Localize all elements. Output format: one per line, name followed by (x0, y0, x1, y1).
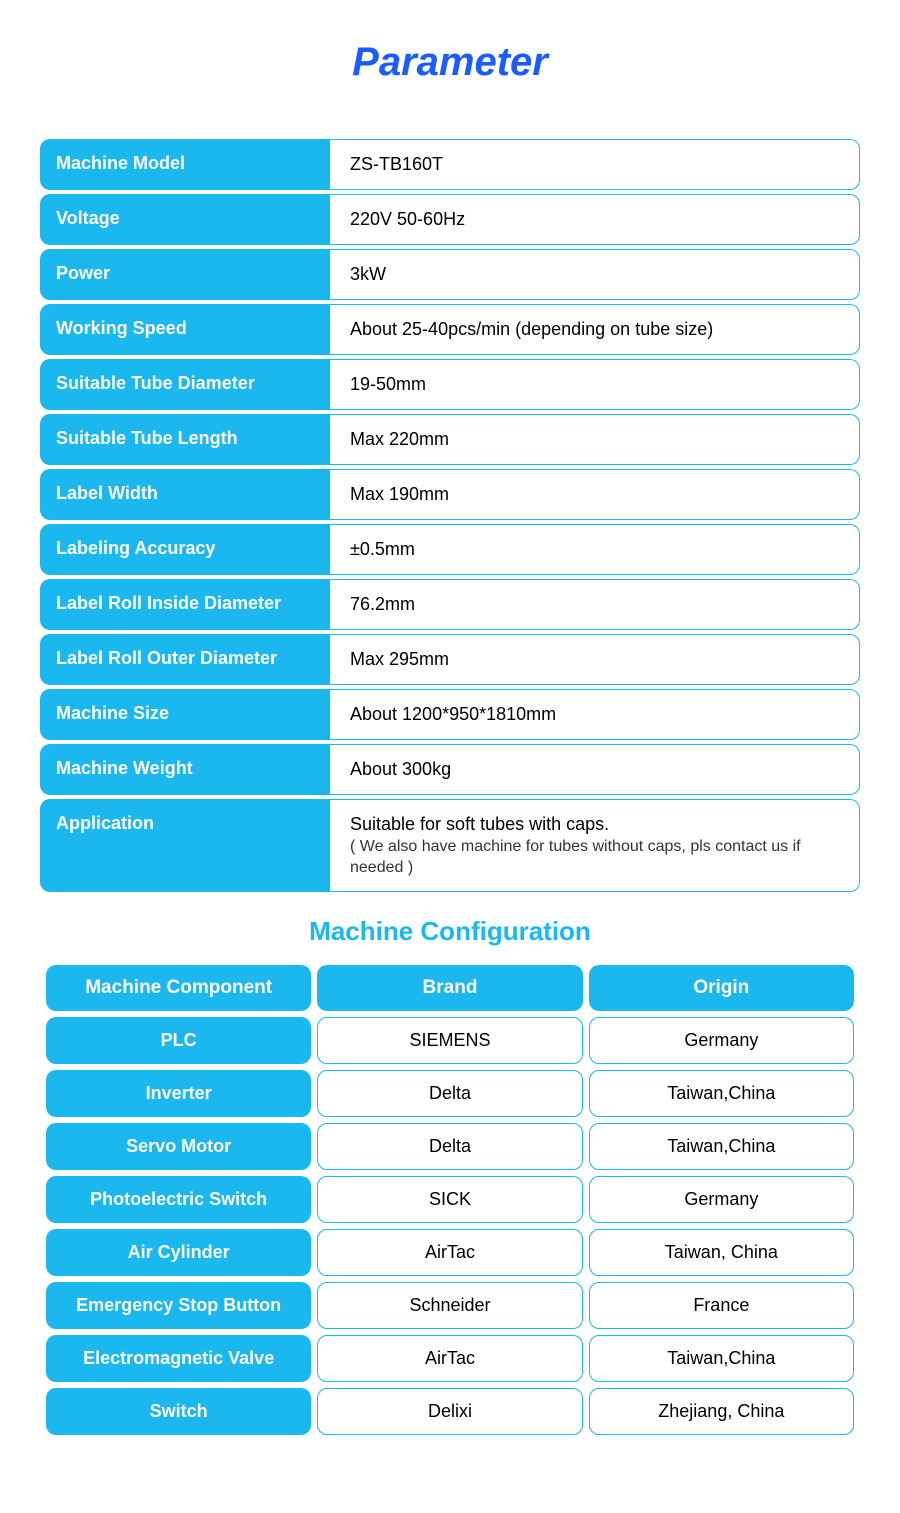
parameter-value-text: About 300kg (350, 759, 451, 779)
parameter-value: About 1200*950*1810mm (330, 689, 860, 740)
config-brand: AirTac (317, 1229, 582, 1276)
config-brand: Delta (317, 1123, 582, 1170)
config-origin: Zhejiang, China (589, 1388, 854, 1435)
parameter-row: Machine Model ZS-TB160T (40, 139, 860, 190)
config-origin: France (589, 1282, 854, 1329)
parameter-label: Suitable Tube Length (40, 414, 330, 465)
config-component: Emergency Stop Button (46, 1282, 311, 1329)
parameter-value: About 300kg (330, 744, 860, 795)
config-brand: Delta (317, 1070, 582, 1117)
config-header-origin: Origin (589, 965, 854, 1011)
config-component: Inverter (46, 1070, 311, 1117)
config-component: Photoelectric Switch (46, 1176, 311, 1223)
parameter-value-text: Suitable for soft tubes with caps. (350, 814, 609, 834)
config-origin: Taiwan,China (589, 1070, 854, 1117)
parameter-value: Suitable for soft tubes with caps. ( We a… (330, 799, 860, 892)
parameter-row: Power 3kW (40, 249, 860, 300)
parameter-label: Label Roll Outer Diameter (40, 634, 330, 685)
parameter-value: 220V 50-60Hz (330, 194, 860, 245)
config-header-brand: Brand (317, 965, 582, 1011)
parameter-value: ±0.5mm (330, 524, 860, 575)
parameter-value: 76.2mm (330, 579, 860, 630)
config-row: InverterDeltaTaiwan,China (46, 1070, 854, 1117)
config-row: Emergency Stop ButtonSchneiderFrance (46, 1282, 854, 1329)
config-row: Air CylinderAirTacTaiwan, China (46, 1229, 854, 1276)
parameter-row: Suitable Tube Length Max 220mm (40, 414, 860, 465)
config-table-body: PLCSIEMENSGermanyInverterDeltaTaiwan,Chi… (46, 1017, 854, 1435)
parameter-value: ZS-TB160T (330, 139, 860, 190)
parameter-value: Max 220mm (330, 414, 860, 465)
parameter-value: 19-50mm (330, 359, 860, 410)
config-component: Air Cylinder (46, 1229, 311, 1276)
parameter-label: Label Roll Inside Diameter (40, 579, 330, 630)
config-title: Machine Configuration (40, 916, 860, 947)
parameter-value-text: 3kW (350, 264, 386, 284)
parameter-value: Max 295mm (330, 634, 860, 685)
parameter-value: About 25-40pcs/min (depending on tube si… (330, 304, 860, 355)
parameter-value-sub: ( We also have machine for tubes without… (350, 838, 801, 876)
config-component: PLC (46, 1017, 311, 1064)
config-component: Switch (46, 1388, 311, 1435)
parameter-value-text: About 1200*950*1810mm (350, 704, 556, 724)
parameter-value-text: Max 220mm (350, 429, 449, 449)
parameter-row: Machine Weight About 300kg (40, 744, 860, 795)
parameter-label: Machine Size (40, 689, 330, 740)
parameter-value: 3kW (330, 249, 860, 300)
parameter-value-text: 19-50mm (350, 374, 426, 394)
config-row: SwitchDelixiZhejiang, China (46, 1388, 854, 1435)
config-table: Machine Component Brand Origin PLCSIEMEN… (40, 959, 860, 1441)
config-row: Photoelectric SwitchSICKGermany (46, 1176, 854, 1223)
config-header-component: Machine Component (46, 965, 311, 1011)
page-title: Parameter (40, 40, 860, 85)
config-origin: Germany (589, 1176, 854, 1223)
config-header-row: Machine Component Brand Origin (46, 965, 854, 1011)
config-brand: Delixi (317, 1388, 582, 1435)
parameter-label: Working Speed (40, 304, 330, 355)
parameter-row: Machine Size About 1200*950*1810mm (40, 689, 860, 740)
config-origin: Taiwan,China (589, 1123, 854, 1170)
config-origin: Taiwan, China (589, 1229, 854, 1276)
config-component: Servo Motor (46, 1123, 311, 1170)
parameter-value-text: About 25-40pcs/min (depending on tube si… (350, 319, 713, 339)
parameter-label: Suitable Tube Diameter (40, 359, 330, 410)
parameter-label: Power (40, 249, 330, 300)
parameter-label: Application (40, 799, 330, 892)
config-origin: Taiwan,China (589, 1335, 854, 1382)
parameter-value-text: Max 295mm (350, 649, 449, 669)
parameter-row: Label Roll Inside Diameter 76.2mm (40, 579, 860, 630)
parameter-table: Machine Model ZS-TB160T Voltage 220V 50-60H… (40, 135, 860, 896)
parameter-row: Suitable Tube Diameter 19-50mm (40, 359, 860, 410)
config-row: Electromagnetic ValveAirTacTaiwan,China (46, 1335, 854, 1382)
parameter-label: Machine Weight (40, 744, 330, 795)
config-brand: Schneider (317, 1282, 582, 1329)
parameter-row: Voltage 220V 50-60Hz (40, 194, 860, 245)
parameter-row: Working Speed About 25-40pcs/min (dependi… (40, 304, 860, 355)
parameter-value-text: ZS-TB160T (350, 154, 443, 174)
parameter-value: Max 190mm (330, 469, 860, 520)
config-row: Servo MotorDeltaTaiwan,China (46, 1123, 854, 1170)
parameter-label: Machine Model (40, 139, 330, 190)
parameter-label: Label Width (40, 469, 330, 520)
parameter-value-text: 76.2mm (350, 594, 415, 614)
config-brand: AirTac (317, 1335, 582, 1382)
config-row: PLCSIEMENSGermany (46, 1017, 854, 1064)
config-origin: Germany (589, 1017, 854, 1064)
config-brand: SIEMENS (317, 1017, 582, 1064)
parameter-row: ApplicationSuitable for soft tubes with … (40, 799, 860, 892)
parameter-row: Label Roll Outer Diameter Max 295mm (40, 634, 860, 685)
parameter-value-text: 220V 50-60Hz (350, 209, 465, 229)
parameter-value-text: Max 190mm (350, 484, 449, 504)
parameter-table-body: Machine Model ZS-TB160T Voltage 220V 50-60H… (40, 139, 860, 892)
parameter-value-text: ±0.5mm (350, 539, 415, 559)
parameter-label: Labeling Accuracy (40, 524, 330, 575)
parameter-label: Voltage (40, 194, 330, 245)
config-brand: SICK (317, 1176, 582, 1223)
parameter-row: Labeling Accuracy ±0.5mm (40, 524, 860, 575)
config-component: Electromagnetic Valve (46, 1335, 311, 1382)
parameter-row: Label Width Max 190mm (40, 469, 860, 520)
